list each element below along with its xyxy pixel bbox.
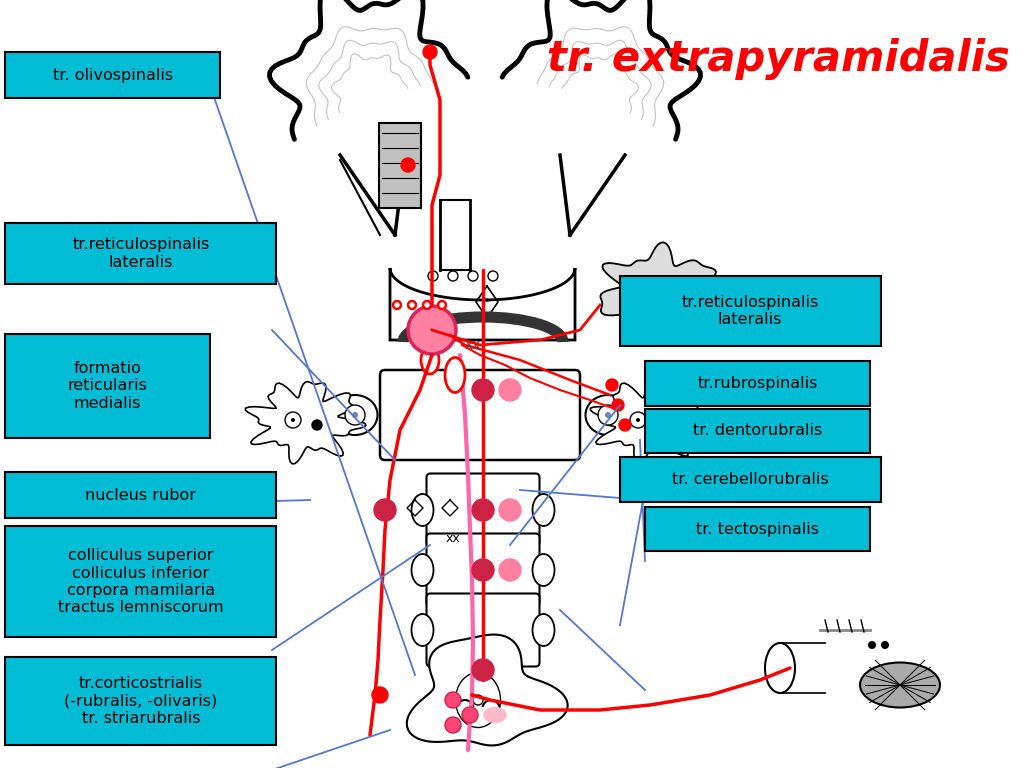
Circle shape bbox=[312, 420, 322, 430]
Circle shape bbox=[499, 379, 521, 401]
Circle shape bbox=[612, 399, 624, 411]
Text: nucleus rubor: nucleus rubor bbox=[85, 488, 197, 503]
Bar bbox=[379, 123, 421, 207]
Circle shape bbox=[440, 303, 444, 307]
Bar bbox=[645, 361, 870, 406]
Ellipse shape bbox=[586, 395, 631, 435]
Circle shape bbox=[410, 303, 414, 307]
Circle shape bbox=[285, 412, 301, 428]
Circle shape bbox=[374, 499, 396, 521]
Circle shape bbox=[392, 300, 401, 310]
Text: tr. extrapyramidalis: tr. extrapyramidalis bbox=[547, 38, 1010, 80]
Circle shape bbox=[605, 412, 611, 418]
Text: tr. olivospinalis: tr. olivospinalis bbox=[52, 68, 173, 83]
Circle shape bbox=[401, 158, 415, 172]
Text: tr. cerebellorubralis: tr. cerebellorubralis bbox=[672, 472, 828, 487]
Ellipse shape bbox=[445, 357, 465, 392]
Circle shape bbox=[425, 303, 429, 307]
Text: xx: xx bbox=[471, 564, 485, 577]
Circle shape bbox=[445, 717, 461, 733]
Circle shape bbox=[352, 412, 358, 418]
Bar bbox=[620, 457, 881, 502]
Ellipse shape bbox=[412, 554, 433, 586]
Bar bbox=[5, 657, 276, 745]
Ellipse shape bbox=[484, 707, 506, 723]
Circle shape bbox=[657, 420, 667, 430]
Circle shape bbox=[488, 271, 498, 281]
Ellipse shape bbox=[860, 663, 940, 707]
Ellipse shape bbox=[421, 346, 439, 374]
Circle shape bbox=[423, 45, 437, 59]
Bar bbox=[5, 223, 276, 284]
Circle shape bbox=[473, 695, 483, 705]
Circle shape bbox=[499, 559, 521, 581]
Text: tr.reticulospinalis
lateralis: tr.reticulospinalis lateralis bbox=[681, 295, 819, 327]
FancyBboxPatch shape bbox=[427, 474, 540, 547]
Circle shape bbox=[372, 687, 388, 703]
Text: xx: xx bbox=[465, 338, 481, 352]
Circle shape bbox=[472, 659, 494, 681]
Text: tr.reticulospinalis
lateralis: tr.reticulospinalis lateralis bbox=[72, 237, 210, 270]
Text: tr.rubrospinalis: tr.rubrospinalis bbox=[697, 376, 818, 391]
Bar bbox=[645, 507, 870, 551]
Bar bbox=[5, 52, 220, 98]
Circle shape bbox=[449, 271, 458, 281]
FancyBboxPatch shape bbox=[427, 534, 540, 607]
Bar bbox=[5, 472, 276, 518]
Bar bbox=[5, 526, 276, 637]
Circle shape bbox=[423, 300, 431, 310]
Circle shape bbox=[408, 300, 417, 310]
Ellipse shape bbox=[333, 395, 378, 435]
Circle shape bbox=[472, 499, 494, 521]
Ellipse shape bbox=[532, 554, 555, 586]
Circle shape bbox=[395, 303, 399, 307]
Circle shape bbox=[606, 379, 618, 391]
Circle shape bbox=[868, 641, 876, 649]
Bar bbox=[5, 334, 210, 438]
Text: tr. dentorubralis: tr. dentorubralis bbox=[693, 423, 822, 439]
Circle shape bbox=[881, 641, 889, 649]
Text: formatio
reticularis
medialis: formatio reticularis medialis bbox=[68, 361, 147, 411]
Text: tr.corticostrialis
(-rubralis, -olivaris)
tr. striarubralis: tr.corticostrialis (-rubralis, -olivaris… bbox=[65, 676, 217, 726]
Circle shape bbox=[499, 499, 521, 521]
Circle shape bbox=[598, 405, 618, 425]
Circle shape bbox=[468, 271, 478, 281]
Circle shape bbox=[618, 419, 631, 431]
Polygon shape bbox=[591, 382, 711, 464]
Circle shape bbox=[445, 692, 461, 708]
Circle shape bbox=[345, 405, 365, 425]
Ellipse shape bbox=[412, 494, 433, 526]
Ellipse shape bbox=[765, 643, 795, 693]
Circle shape bbox=[437, 300, 446, 310]
Circle shape bbox=[408, 306, 456, 354]
Ellipse shape bbox=[456, 673, 501, 727]
Polygon shape bbox=[246, 382, 366, 464]
Circle shape bbox=[472, 559, 494, 581]
Circle shape bbox=[636, 418, 640, 422]
FancyBboxPatch shape bbox=[380, 370, 580, 460]
Circle shape bbox=[462, 707, 478, 723]
Text: colliculus superior
colliculus inferior
corpora mamilaria
tractus lemniscorum: colliculus superior colliculus inferior … bbox=[58, 548, 223, 615]
Text: xx: xx bbox=[445, 531, 461, 545]
FancyBboxPatch shape bbox=[427, 594, 540, 667]
Polygon shape bbox=[600, 243, 727, 343]
Ellipse shape bbox=[412, 614, 433, 646]
Circle shape bbox=[472, 379, 494, 401]
Bar bbox=[620, 276, 881, 346]
Ellipse shape bbox=[532, 494, 555, 526]
Circle shape bbox=[291, 418, 295, 422]
Ellipse shape bbox=[532, 614, 555, 646]
Bar bbox=[645, 409, 870, 453]
Circle shape bbox=[630, 412, 646, 428]
Text: o: o bbox=[485, 297, 489, 303]
Polygon shape bbox=[390, 268, 575, 340]
Polygon shape bbox=[407, 634, 567, 746]
Circle shape bbox=[428, 271, 438, 281]
Text: tr. tectospinalis: tr. tectospinalis bbox=[696, 521, 819, 537]
